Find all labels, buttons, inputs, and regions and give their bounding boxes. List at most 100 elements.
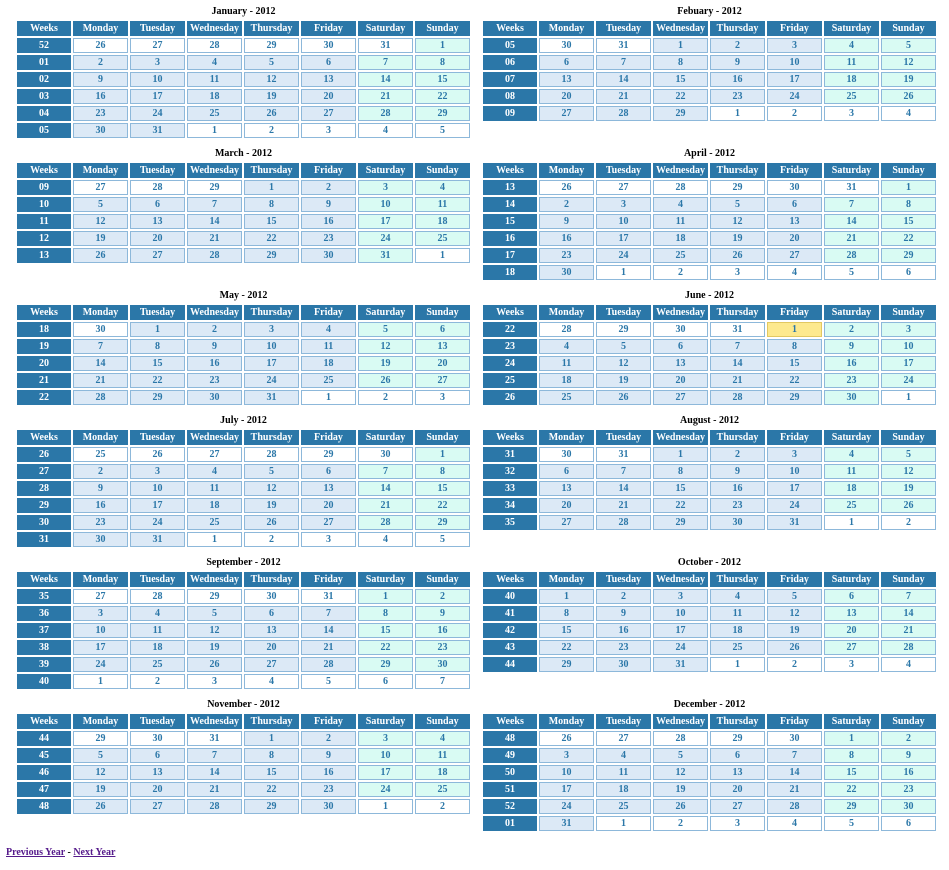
day-cell[interactable]: 15 xyxy=(767,356,822,371)
day-cell[interactable]: 4 xyxy=(187,464,242,479)
day-cell[interactable]: 31 xyxy=(824,180,879,195)
day-cell[interactable]: 28 xyxy=(539,322,594,337)
day-cell[interactable]: 3 xyxy=(358,180,413,195)
day-cell[interactable]: 9 xyxy=(710,464,765,479)
day-cell[interactable]: 6 xyxy=(415,322,470,337)
day-cell[interactable]: 27 xyxy=(130,38,185,53)
day-cell[interactable]: 6 xyxy=(653,339,708,354)
day-cell[interactable]: 15 xyxy=(358,623,413,638)
day-cell[interactable]: 11 xyxy=(415,748,470,763)
day-cell[interactable]: 29 xyxy=(415,106,470,121)
day-cell[interactable]: 5 xyxy=(653,748,708,763)
day-cell[interactable]: 4 xyxy=(301,322,356,337)
day-cell[interactable]: 22 xyxy=(130,373,185,388)
day-cell[interactable]: 24 xyxy=(358,231,413,246)
day-cell[interactable]: 28 xyxy=(73,390,128,405)
day-cell[interactable]: 9 xyxy=(73,72,128,87)
day-cell[interactable]: 25 xyxy=(539,390,594,405)
day-cell[interactable]: 3 xyxy=(539,748,594,763)
day-cell[interactable]: 27 xyxy=(596,180,651,195)
day-cell[interactable]: 6 xyxy=(301,55,356,70)
day-cell[interactable]: 28 xyxy=(301,657,356,672)
day-cell[interactable]: 17 xyxy=(539,782,594,797)
day-cell[interactable]: 3 xyxy=(301,532,356,547)
day-cell[interactable]: 20 xyxy=(301,498,356,513)
day-cell[interactable]: 17 xyxy=(358,765,413,780)
day-cell[interactable]: 23 xyxy=(301,782,356,797)
day-cell[interactable]: 3 xyxy=(415,390,470,405)
day-cell[interactable]: 29 xyxy=(824,799,879,814)
day-cell[interactable]: 5 xyxy=(187,606,242,621)
day-cell[interactable]: 29 xyxy=(244,248,299,263)
day-cell[interactable]: 8 xyxy=(767,339,822,354)
day-cell[interactable]: 15 xyxy=(415,481,470,496)
day-cell[interactable]: 26 xyxy=(244,515,299,530)
day-cell[interactable]: 13 xyxy=(539,481,594,496)
day-cell[interactable]: 25 xyxy=(415,782,470,797)
day-cell[interactable]: 31 xyxy=(596,38,651,53)
day-cell[interactable]: 17 xyxy=(130,89,185,104)
day-cell[interactable]: 30 xyxy=(73,532,128,547)
day-cell[interactable]: 1 xyxy=(415,38,470,53)
day-cell[interactable]: 29 xyxy=(187,180,242,195)
day-cell[interactable]: 11 xyxy=(710,606,765,621)
day-cell[interactable]: 1 xyxy=(73,674,128,689)
day-cell[interactable]: 5 xyxy=(710,197,765,212)
day-cell[interactable]: 19 xyxy=(73,231,128,246)
day-cell[interactable]: 28 xyxy=(710,390,765,405)
day-cell[interactable]: 4 xyxy=(539,339,594,354)
day-cell[interactable]: 20 xyxy=(710,782,765,797)
day-cell[interactable]: 29 xyxy=(187,589,242,604)
day-cell[interactable]: 25 xyxy=(824,89,879,104)
day-cell[interactable]: 15 xyxy=(244,214,299,229)
day-cell[interactable]: 21 xyxy=(358,89,413,104)
day-cell[interactable]: 25 xyxy=(187,106,242,121)
day-cell[interactable]: 6 xyxy=(881,265,936,280)
day-cell[interactable]: 1 xyxy=(130,322,185,337)
day-cell[interactable]: 9 xyxy=(73,481,128,496)
day-cell[interactable]: 31 xyxy=(187,731,242,746)
day-cell[interactable]: 7 xyxy=(596,464,651,479)
day-cell[interactable]: 7 xyxy=(881,589,936,604)
day-cell[interactable]: 8 xyxy=(358,606,413,621)
day-cell[interactable]: 2 xyxy=(653,816,708,831)
day-cell[interactable]: 14 xyxy=(710,356,765,371)
day-cell[interactable]: 11 xyxy=(824,55,879,70)
day-cell[interactable]: 19 xyxy=(244,89,299,104)
day-cell[interactable]: 24 xyxy=(130,106,185,121)
day-cell[interactable]: 26 xyxy=(653,799,708,814)
day-cell[interactable]: 18 xyxy=(710,623,765,638)
day-cell[interactable]: 6 xyxy=(539,464,594,479)
day-cell[interactable]: 22 xyxy=(881,231,936,246)
day-cell[interactable]: 29 xyxy=(653,515,708,530)
day-cell[interactable]: 3 xyxy=(301,123,356,138)
day-cell[interactable]: 27 xyxy=(653,390,708,405)
day-cell[interactable]: 28 xyxy=(244,447,299,462)
day-cell[interactable]: 6 xyxy=(539,55,594,70)
day-cell[interactable]: 22 xyxy=(244,782,299,797)
day-cell[interactable]: 28 xyxy=(358,106,413,121)
day-cell[interactable]: 5 xyxy=(824,816,879,831)
day-cell[interactable]: 6 xyxy=(130,748,185,763)
day-cell[interactable]: 14 xyxy=(767,765,822,780)
day-cell[interactable]: 4 xyxy=(767,816,822,831)
day-cell[interactable]: 12 xyxy=(244,72,299,87)
day-cell[interactable]: 14 xyxy=(596,481,651,496)
day-cell[interactable]: 24 xyxy=(358,782,413,797)
day-cell[interactable]: 16 xyxy=(73,89,128,104)
day-cell[interactable]: 28 xyxy=(596,106,651,121)
day-cell[interactable]: 14 xyxy=(596,72,651,87)
day-cell[interactable]: 2 xyxy=(767,106,822,121)
day-cell[interactable]: 8 xyxy=(653,464,708,479)
day-cell[interactable]: 10 xyxy=(596,214,651,229)
day-cell[interactable]: 13 xyxy=(130,765,185,780)
day-cell[interactable]: 15 xyxy=(244,765,299,780)
day-cell[interactable]: 28 xyxy=(824,248,879,263)
day-cell[interactable]: 18 xyxy=(415,765,470,780)
day-cell[interactable]: 14 xyxy=(824,214,879,229)
day-cell[interactable]: 2 xyxy=(596,589,651,604)
day-cell[interactable]: 27 xyxy=(767,248,822,263)
day-cell[interactable]: 29 xyxy=(130,390,185,405)
day-cell[interactable]: 11 xyxy=(187,481,242,496)
day-cell[interactable]: 17 xyxy=(767,481,822,496)
